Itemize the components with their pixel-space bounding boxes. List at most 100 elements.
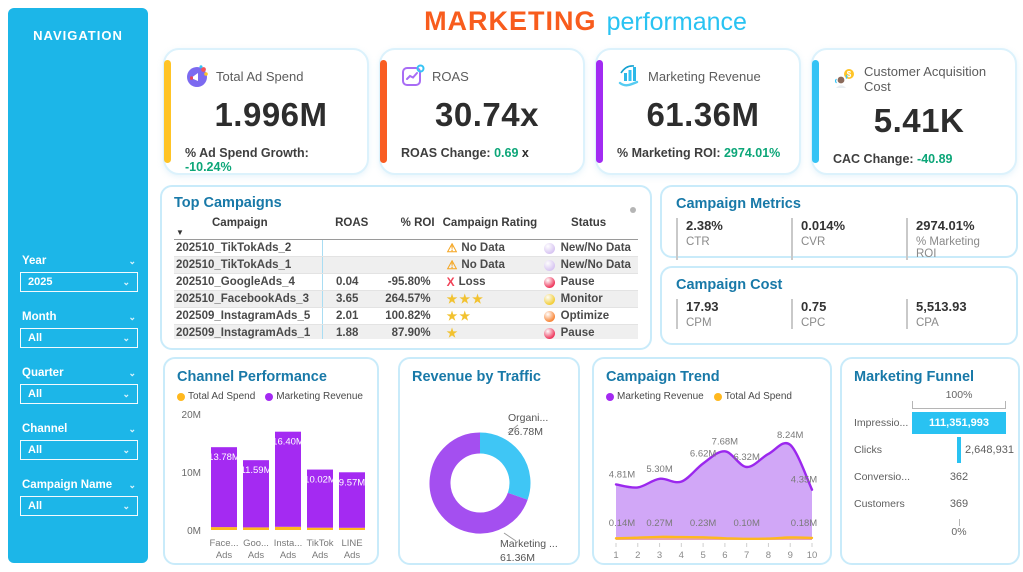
donut-slice[interactable] xyxy=(429,432,528,534)
svg-text:Organi...: Organi... xyxy=(508,412,548,424)
svg-text:1: 1 xyxy=(613,550,618,561)
trend-line[interactable] xyxy=(614,441,814,491)
filter-dropdown-year[interactable]: 2025 ⌄ xyxy=(20,272,138,292)
svg-text:4.81M: 4.81M xyxy=(609,469,635,480)
filter-value: 2025 xyxy=(28,276,53,288)
bar-revenue[interactable] xyxy=(243,460,269,528)
svg-text:Face...: Face... xyxy=(209,538,238,549)
bar-revenue[interactable] xyxy=(275,431,301,527)
rating-label: No Data xyxy=(461,242,505,254)
bar-revenue[interactable] xyxy=(211,447,237,528)
bar-adspend[interactable] xyxy=(275,526,301,530)
bar-adspend[interactable] xyxy=(307,527,333,530)
table-row[interactable]: 202509_InstagramAds_1 1.88 87.90% ★ Pause xyxy=(174,325,638,339)
svg-text:Ads: Ads xyxy=(280,550,297,561)
cell-status: Pause xyxy=(538,276,638,288)
table-row[interactable]: 202510_FacebookAds_3 3.65 264.57% ★★★ Monito… xyxy=(174,291,638,308)
bar-adspend[interactable] xyxy=(211,527,237,530)
cell-status: New/No Data xyxy=(538,259,638,271)
kpi-label: Marketing Revenue xyxy=(648,68,761,84)
svg-text:6.32M: 6.32M xyxy=(733,452,759,463)
chevron-down-icon[interactable]: ⌄ xyxy=(122,276,130,287)
kpi-label: Customer Acquisition Cost xyxy=(864,64,987,94)
channel-performance-title: Channel Performance xyxy=(177,369,327,385)
status-dot-icon xyxy=(543,310,555,322)
column-header-campaignrating[interactable]: Campaign Rating xyxy=(442,217,538,229)
table-row[interactable]: 202510_TikTokAds_2 ⚠ No Data New/No Data xyxy=(174,240,638,257)
stat-value: 5,513.93 xyxy=(916,299,967,314)
chevron-down-icon[interactable]: ⌄ xyxy=(122,388,130,399)
svg-text:0.23M: 0.23M xyxy=(690,518,716,529)
legend-label: Marketing Revenue xyxy=(276,391,363,402)
bar-revenue[interactable] xyxy=(339,472,365,528)
rating-label: No Data xyxy=(461,259,505,271)
chevron-down-icon[interactable]: ⌄ xyxy=(128,367,136,378)
cell-campaign: 202509_InstagramAds_1 xyxy=(174,325,323,339)
trend-line[interactable] xyxy=(614,535,814,541)
table-row[interactable]: 202510_TikTokAds_1 ⚠ No Data New/No Data xyxy=(174,257,638,274)
kpi-sub-text: ROAS Change: 0.69 x xyxy=(401,146,573,160)
funnel-stage-value: 111,351,993 xyxy=(929,416,989,429)
svg-text:Ads: Ads xyxy=(216,550,233,561)
donut-slice[interactable] xyxy=(479,432,531,500)
filter-dropdown-channel[interactable]: All ⌄ xyxy=(20,440,138,460)
svg-text:4.35M: 4.35M xyxy=(791,475,817,486)
column-header-campaign[interactable]: Campaign xyxy=(212,217,268,229)
sort-descending-icon[interactable]: ▼ xyxy=(176,228,184,237)
filter-group-campaign-name: Campaign Name ⌄ All ⌄ xyxy=(20,479,138,516)
bar-revenue[interactable] xyxy=(307,469,333,528)
title-secondary: performance xyxy=(606,8,747,36)
chevron-down-icon[interactable]: ⌄ xyxy=(128,311,136,322)
kpi-change-value: 0.69 xyxy=(494,146,519,160)
stat-value: 2974.01% xyxy=(916,218,975,233)
kpi-sub-text: % Ad Spend Growth: -10.24% xyxy=(185,146,357,174)
top-campaigns-title: Top Campaigns xyxy=(174,195,282,211)
svg-text:2: 2 xyxy=(635,550,640,561)
scrollbar-dot[interactable] xyxy=(630,207,636,213)
filter-group-year: Year ⌄ 2025 ⌄ xyxy=(20,255,138,292)
sidebar-title: NAVIGATION xyxy=(33,28,123,43)
stat-value: 2.38% xyxy=(686,218,723,233)
bar-adspend[interactable] xyxy=(339,527,365,530)
status-dot-icon xyxy=(543,276,555,288)
legend-label: Total Ad Spend xyxy=(724,391,792,402)
column-header-roas[interactable]: ROAS xyxy=(335,217,369,229)
channel-performance-panel: Channel Performance Total Ad Spend Market… xyxy=(163,357,379,565)
table-header: Campaign ROAS % ROI Campaign Rating Status xyxy=(174,214,638,230)
cell-roas: 0.04 xyxy=(336,276,359,288)
svg-text:Insta...: Insta... xyxy=(274,538,303,549)
bar-adspend[interactable] xyxy=(243,527,269,530)
kpi-value: 1.996M xyxy=(214,96,328,133)
filter-dropdown-quarter[interactable]: All ⌄ xyxy=(20,384,138,404)
cell-campaign: 202510_TikTokAds_2 xyxy=(174,240,323,256)
table-row[interactable]: 202509_InstagramAds_5 2.01 100.82% ★★ Optimi… xyxy=(174,308,638,325)
chevron-down-icon[interactable]: ⌄ xyxy=(122,500,130,511)
svg-text:LINE: LINE xyxy=(341,538,362,549)
filter-dropdown-month[interactable]: All ⌄ xyxy=(20,328,138,348)
stat-label: % Marketing ROI xyxy=(916,236,980,260)
chevron-down-icon[interactable]: ⌄ xyxy=(128,479,136,490)
area-chart-svg: 4.81M 5.30M 6.62M 7.68M 6.32M 8.24M 4.35M 0.14M… xyxy=(609,430,817,561)
table-row[interactable]: 202510_GoogleAds_4 0.04 -95.80% X Loss Pause xyxy=(174,274,638,291)
cell-rating: ★★ xyxy=(437,309,538,323)
status-label: Pause xyxy=(560,327,595,339)
status-dot-icon xyxy=(543,293,555,305)
chevron-down-icon[interactable]: ⌄ xyxy=(128,255,136,266)
svg-text:3: 3 xyxy=(657,550,662,561)
table-body: 202510_TikTokAds_2 ⚠ No Data New/No Data 202… xyxy=(174,240,638,339)
funnel-bar[interactable]: 111,351,993 xyxy=(912,411,1006,434)
chevron-down-icon[interactable]: ⌄ xyxy=(122,332,130,343)
svg-text:6.62M: 6.62M xyxy=(690,449,716,460)
kpi-sub-prefix: % Ad Spend Growth: xyxy=(185,146,309,160)
svg-text:Ads: Ads xyxy=(248,550,265,561)
svg-text:5.30M: 5.30M xyxy=(646,464,672,475)
legend-item: Total Ad Spend xyxy=(713,391,792,402)
funnel-bar[interactable] xyxy=(957,436,961,463)
chevron-down-icon[interactable]: ⌄ xyxy=(122,444,130,455)
stat-cpa: 5,513.93 CPA xyxy=(906,299,992,329)
column-header-roi[interactable]: % ROI xyxy=(400,217,435,229)
column-header-status[interactable]: Status xyxy=(571,217,607,229)
svg-text:61.36M: 61.36M xyxy=(500,552,535,564)
chevron-down-icon[interactable]: ⌄ xyxy=(128,423,136,434)
filter-dropdown-campaign-name[interactable]: All ⌄ xyxy=(20,496,138,516)
